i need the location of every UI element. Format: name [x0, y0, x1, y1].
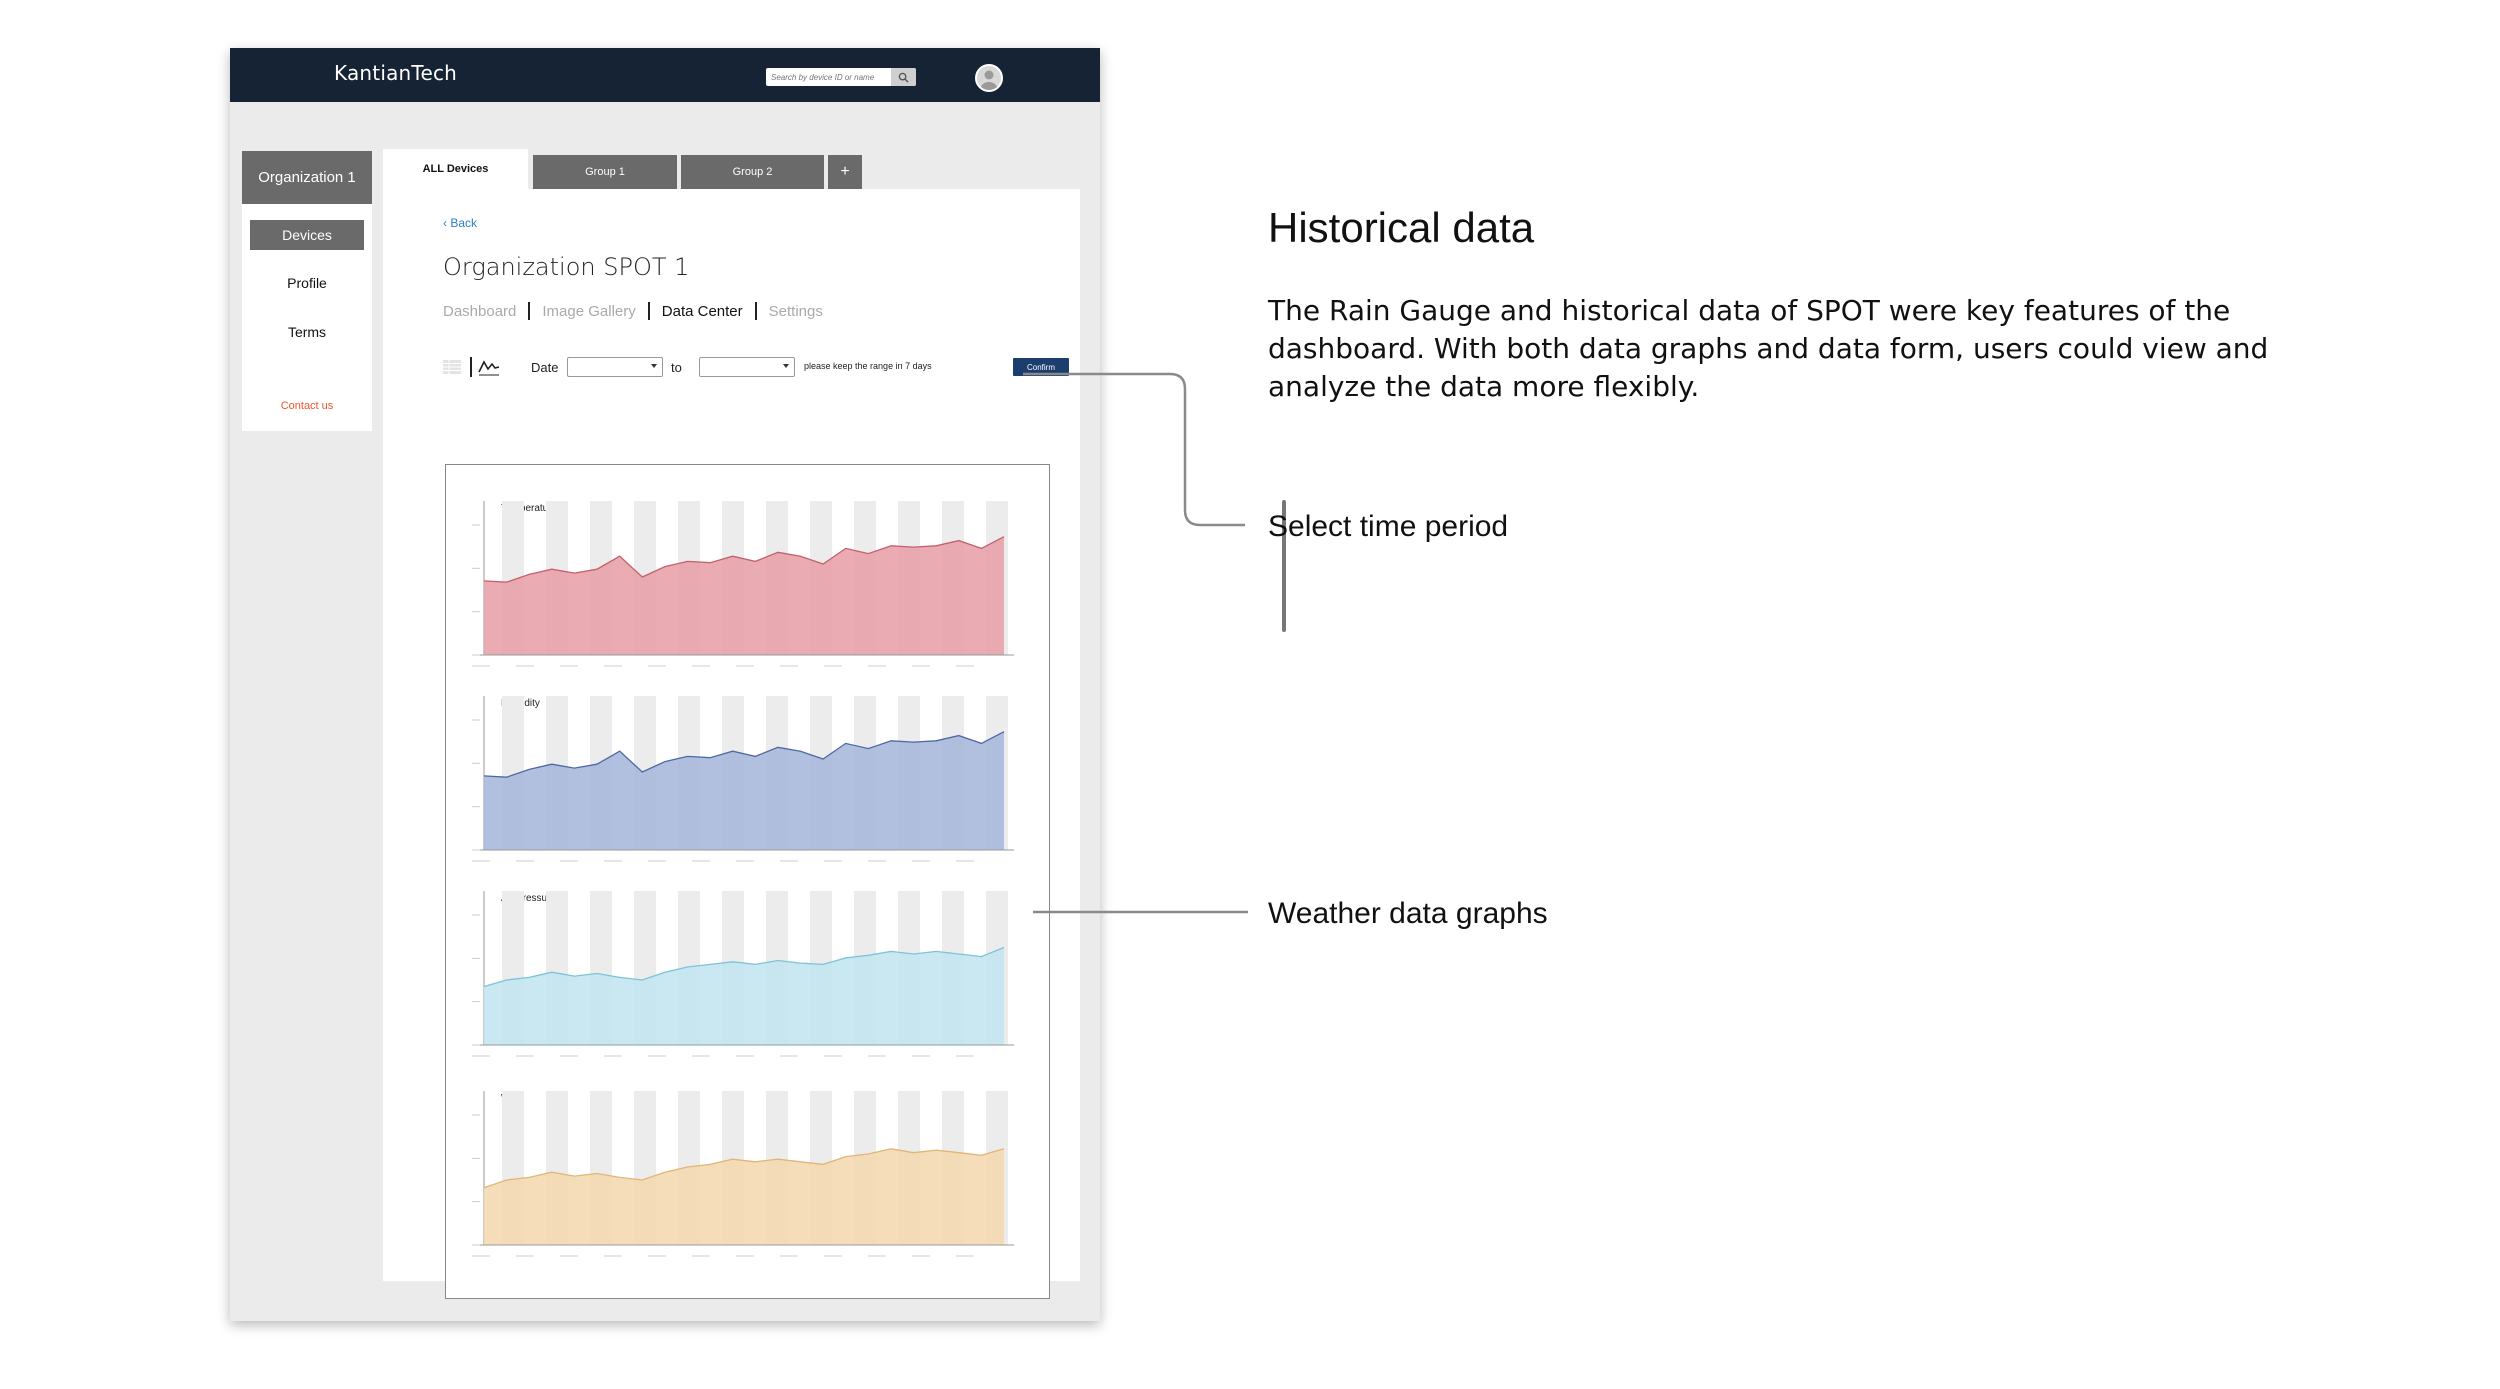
chevron-left-icon: ‹	[443, 216, 451, 230]
device-panel: ‹ Back Organization SPOT 1 Dashboard Ima…	[383, 189, 1080, 1299]
search-box[interactable]	[766, 68, 916, 86]
sidebar-item-devices[interactable]: Devices	[250, 220, 364, 250]
chart-title: Air Pressure	[501, 893, 556, 904]
callout-select-time-period: Select time period	[1268, 510, 1509, 543]
chart-container[interactable]: TemperatureHumidityAir PressureWind	[445, 464, 1050, 1299]
top-bar: KantianTech	[230, 48, 1100, 102]
start-date-select[interactable]	[567, 357, 663, 377]
chart-view-icon[interactable]	[478, 358, 500, 376]
subnav-divider	[647, 302, 650, 320]
chart-line-series	[483, 536, 1005, 583]
subnav-settings[interactable]: Settings	[768, 302, 823, 320]
callout-line-time	[1023, 372, 1245, 527]
callout-weather-data-graphs: Weather data graphs	[1268, 897, 1548, 930]
search-button[interactable]	[891, 68, 916, 86]
date-filter-bar: Date to please keep the range in 7 days …	[443, 356, 1069, 380]
search-input[interactable]	[766, 68, 894, 86]
confirm-button[interactable]: Confirm	[1013, 358, 1069, 376]
weather-charts: TemperatureHumidityAir PressureWind	[472, 501, 1014, 1257]
chart-area-series	[484, 1148, 1004, 1245]
user-avatar-icon[interactable]	[975, 64, 1003, 92]
range-hint: please keep the range in 7 days	[804, 361, 932, 371]
chart-area-series	[484, 731, 1004, 850]
date-label: Date	[531, 360, 559, 375]
chart-line-series	[483, 731, 1005, 778]
tab-group-2[interactable]: Group 2	[681, 155, 824, 189]
chevron-down-icon	[651, 364, 657, 368]
contact-us-link[interactable]: Contact us	[280, 400, 334, 412]
chevron-down-icon	[783, 364, 789, 368]
chart-area-series	[484, 536, 1004, 655]
chart-scrollbar[interactable]	[1282, 500, 1286, 632]
sidebar: Organization 1 Devices Profile Terms Con…	[242, 151, 372, 431]
sidebar-item-terms[interactable]: Terms	[287, 324, 327, 340]
subnav-data-center[interactable]: Data Center	[661, 302, 743, 320]
subnav-divider	[754, 302, 757, 320]
search-icon	[898, 72, 909, 83]
sidebar-item-profile[interactable]: Profile	[287, 275, 327, 291]
view-toggle-divider	[470, 357, 472, 377]
table-view-icon[interactable]	[443, 360, 461, 374]
back-link[interactable]: ‹ Back	[443, 216, 477, 230]
add-group-button[interactable]: +	[828, 155, 862, 189]
sub-navigation: Dashboard Image Gallery Data Center Sett…	[443, 302, 823, 320]
end-date-select[interactable]	[699, 357, 795, 377]
back-label: Back	[450, 216, 478, 230]
chart-area-series	[484, 947, 1004, 1045]
subnav-divider	[528, 302, 531, 320]
annotation-body: The Rain Gauge and historical data of SP…	[1268, 294, 2269, 403]
chart-title: Temperature	[501, 503, 558, 514]
organization-header[interactable]: Organization 1	[242, 151, 372, 204]
chart-line-series	[483, 1148, 1005, 1189]
annotation-title: Historical data	[1268, 204, 1535, 251]
tab-all-devices[interactable]: ALL Devices	[383, 149, 528, 189]
app-window: KantianTech Organization 1 Devices Profi…	[230, 48, 1286, 1321]
chart-line-series	[483, 946, 1005, 988]
page-title: Organization SPOT 1	[443, 253, 690, 281]
subnav-image-gallery[interactable]: Image Gallery	[542, 302, 636, 320]
brand-logo: KantianTech	[334, 61, 458, 85]
subnav-dashboard[interactable]: Dashboard	[443, 302, 517, 320]
tab-group-1[interactable]: Group 1	[533, 155, 677, 189]
to-label: to	[671, 360, 682, 375]
